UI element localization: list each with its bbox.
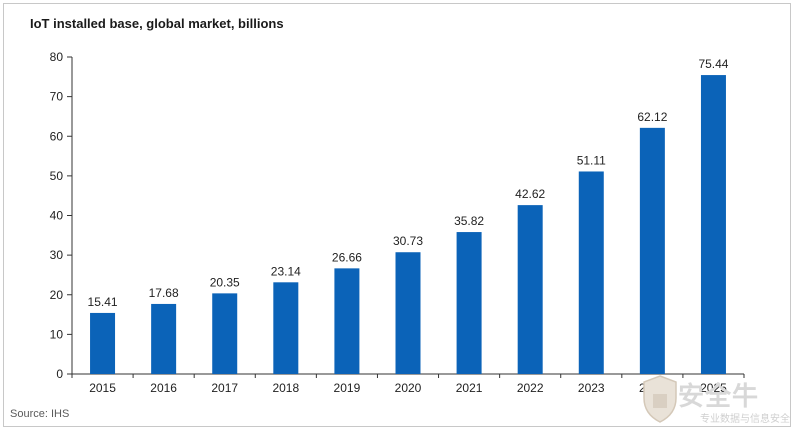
y-tick-label: 50 [50, 169, 64, 183]
bar-2023 [578, 171, 604, 374]
data-label: 35.82 [454, 214, 484, 228]
data-label: 51.11 [577, 153, 606, 167]
chart-title: IoT installed base, global market, billi… [30, 16, 284, 31]
y-tick-label: 20 [50, 288, 64, 302]
x-tick-label: 2017 [211, 381, 238, 395]
y-tick-label: 70 [50, 90, 64, 104]
watermark-logo: 安全牛 专业数据与信息安全 [640, 372, 790, 428]
shield-icon [643, 375, 677, 423]
x-tick-label: 2016 [150, 381, 177, 395]
x-tick-label: 2020 [395, 381, 422, 395]
bar-2019 [334, 268, 360, 374]
bar-2020 [395, 252, 421, 374]
y-tick-label: 30 [50, 248, 64, 262]
x-tick-label: 2023 [578, 381, 605, 395]
bars [90, 75, 726, 374]
watermark-subtext: 专业数据与信息安全 [700, 414, 790, 425]
data-label: 23.14 [271, 264, 301, 278]
data-label: 20.35 [210, 275, 240, 289]
x-tick-label: 2025 [700, 381, 727, 395]
y-tick-label: 80 [50, 50, 64, 64]
source-note: Source: IHS [10, 408, 70, 420]
data-label: 26.66 [332, 250, 362, 264]
data-label: 17.68 [149, 286, 179, 300]
data-label: 42.62 [515, 187, 545, 201]
bar-2025 [700, 75, 726, 374]
data-label: 75.44 [698, 57, 728, 71]
x-tick-label: 2015 [89, 381, 116, 395]
x-tick-label: 2019 [334, 381, 361, 395]
x-tick-label: 2022 [517, 381, 544, 395]
data-label: 15.41 [88, 295, 118, 309]
bar-2018 [273, 282, 299, 374]
chart-frame [3, 3, 791, 427]
bar-2016 [151, 303, 177, 374]
data-label: 62.12 [637, 110, 667, 124]
bar-2022 [517, 205, 543, 374]
x-tick-label: 2018 [272, 381, 299, 395]
y-tick-label: 10 [50, 327, 64, 341]
y-tick-label: 40 [50, 209, 64, 223]
bar-2015 [90, 312, 116, 374]
x-tick-label: 2021 [456, 381, 483, 395]
data-label: 30.73 [393, 234, 423, 248]
bar-2024 [639, 127, 665, 374]
bar-2021 [456, 232, 482, 374]
watermark-text: 安全牛 [678, 382, 760, 412]
y-tick-label: 60 [50, 129, 64, 143]
bar-2017 [212, 293, 238, 374]
y-tick-label: 0 [56, 367, 63, 381]
